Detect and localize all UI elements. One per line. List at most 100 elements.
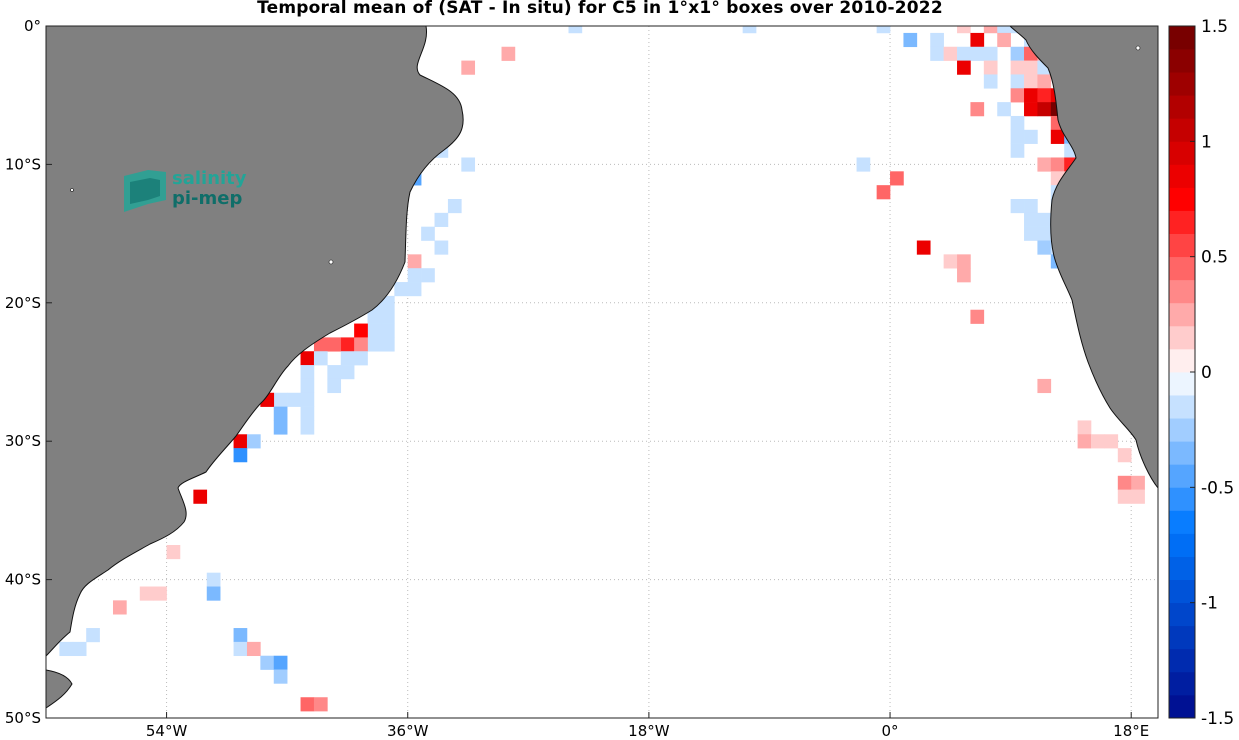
- anomaly-cell: [903, 32, 918, 48]
- anomaly-cell: [354, 323, 368, 338]
- anomaly-cell: [380, 337, 395, 352]
- anomaly-cell: [1131, 475, 1145, 490]
- anomaly-cell: [970, 309, 985, 324]
- colorbar-step: [1169, 164, 1195, 188]
- anomaly-cell: [930, 32, 944, 48]
- anomaly-cell: [461, 157, 476, 172]
- anomaly-cell: [421, 268, 435, 283]
- africa-landmass: [1009, 26, 1158, 489]
- anomaly-cell: [1010, 88, 1025, 103]
- anomaly-cell: [434, 240, 449, 255]
- anomaly-cell: [407, 254, 422, 269]
- anomaly-cell: [997, 32, 1011, 48]
- colorbar-step: [1169, 26, 1195, 50]
- anomaly-cell: [112, 600, 127, 615]
- anomaly-cell: [313, 351, 328, 366]
- anomaly-cell: [380, 295, 395, 311]
- anomaly-cell: [876, 185, 891, 200]
- colorbar-step: [1169, 464, 1195, 488]
- anomaly-cell: [1024, 199, 1038, 214]
- salinity-pimep-logo: salinity pi-mep: [124, 168, 247, 212]
- anomaly-cell: [367, 309, 382, 324]
- anomaly-cell: [300, 378, 315, 394]
- colorbar-tick-label: 0.5: [1201, 248, 1228, 268]
- anomaly-cell: [970, 46, 985, 61]
- anomaly-cell: [380, 323, 395, 338]
- lon-tick-label: 0°: [882, 722, 899, 740]
- anomaly-cell: [983, 26, 998, 34]
- anomaly-cell: [407, 268, 422, 283]
- anomaly-cell: [1024, 88, 1038, 103]
- anomaly-cell: [957, 254, 971, 269]
- anomaly-cell: [273, 669, 288, 684]
- anomaly-cell: [957, 46, 971, 61]
- anomaly-cell: [1024, 60, 1038, 75]
- anomaly-cell: [1010, 143, 1025, 158]
- anomaly-cell: [1024, 129, 1038, 144]
- colorbar-step: [1169, 441, 1195, 465]
- colorbar-step: [1169, 233, 1195, 258]
- anomaly-cell: [983, 60, 998, 75]
- anomaly-cell: [193, 489, 208, 504]
- anomaly-cell: [983, 46, 998, 61]
- colorbar-tick-label: -1.5: [1201, 709, 1234, 729]
- anomaly-cell: [957, 60, 971, 75]
- anomaly-cell: [233, 434, 248, 449]
- anomaly-cell: [327, 378, 342, 394]
- anomaly-cell: [1091, 434, 1105, 449]
- anomaly-cell: [233, 641, 248, 657]
- anomaly-cell: [313, 697, 328, 712]
- anomaly-cell: [930, 46, 944, 61]
- anomaly-cell: [983, 74, 998, 89]
- lon-tick-label: 18°E: [1113, 722, 1149, 740]
- anomaly-cell: [233, 448, 248, 463]
- anomaly-cell: [354, 351, 368, 366]
- lon-tick-label: 36°W: [387, 722, 429, 740]
- anomaly-cell: [367, 337, 382, 352]
- anomaly-cell: [340, 351, 355, 366]
- colorbar-step: [1169, 533, 1195, 557]
- anomaly-cell: [300, 365, 315, 380]
- anomaly-cell: [206, 586, 221, 601]
- anomaly-cell: [916, 240, 931, 255]
- colorbar-step: [1169, 279, 1195, 304]
- anomaly-cell: [447, 199, 462, 214]
- map-frame: [45, 25, 1159, 719]
- anomaly-cell: [997, 102, 1011, 117]
- anomaly-cell: [273, 392, 288, 407]
- anomaly-cell: [354, 337, 368, 352]
- anomaly-cell: [1117, 489, 1132, 504]
- island: [328, 259, 334, 265]
- anomaly-cell: [206, 572, 221, 587]
- colorbar-step: [1169, 487, 1195, 511]
- colorbar-step: [1169, 395, 1195, 419]
- axis-ticks: 0° 10°S 20°S 30°S 40°S 50°S 54°W 36°W 18°W 0° 18°E: [5, 17, 1149, 740]
- anomaly-cell: [1050, 157, 1065, 172]
- anomaly-cell: [86, 628, 100, 643]
- anomaly-cell: [1010, 60, 1025, 75]
- map-title: Temporal mean of (SAT - In situ) for C5 …: [257, 0, 943, 18]
- anomaly-cell: [1010, 46, 1025, 61]
- anomaly-cell: [287, 392, 301, 407]
- anomaly-cell: [139, 586, 154, 601]
- colorbar-step: [1169, 579, 1195, 604]
- lat-tick-label: 30°S: [5, 432, 41, 450]
- patagonia-coast: [46, 669, 73, 709]
- anomaly-cell: [957, 26, 971, 34]
- anomaly-cell: [1050, 129, 1065, 144]
- anomaly-cell: [1077, 434, 1092, 449]
- anomaly-cell: [260, 655, 275, 670]
- colorbar-step: [1169, 625, 1195, 650]
- anomaly-cell: [501, 46, 516, 61]
- anomaly-cell: [340, 337, 355, 352]
- anomaly-cell: [1131, 489, 1145, 504]
- anomaly-cell: [890, 171, 904, 186]
- anomaly-cell: [997, 26, 1011, 34]
- anomaly-cell: [970, 102, 985, 117]
- anomaly-cell: [153, 586, 167, 601]
- anomaly-cell: [970, 32, 985, 48]
- anomaly-cell: [742, 26, 757, 34]
- anomaly-cell: [1037, 88, 1052, 103]
- anomaly-cell: [1024, 74, 1038, 89]
